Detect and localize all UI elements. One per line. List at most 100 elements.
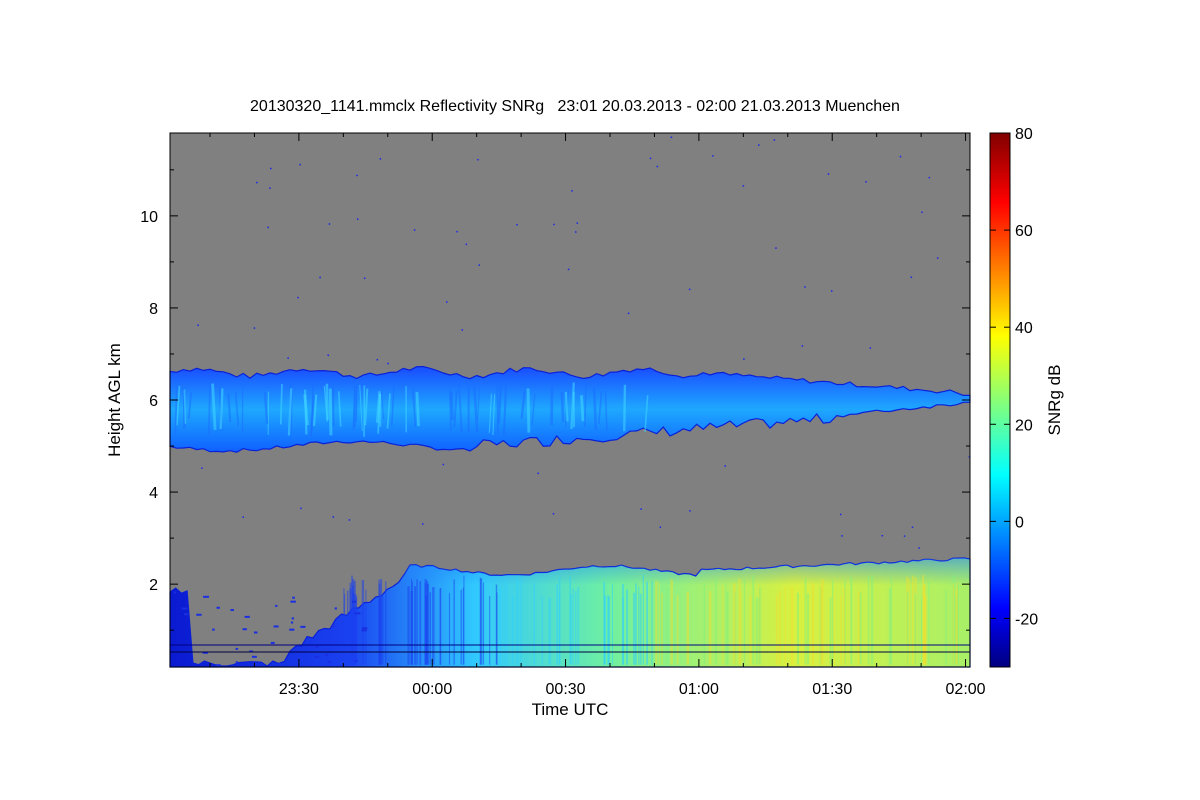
echo-speckle bbox=[361, 627, 368, 630]
noise-dot bbox=[477, 158, 479, 161]
noise-dot bbox=[903, 535, 906, 537]
cloud-streak bbox=[211, 383, 217, 430]
cloud-streak bbox=[208, 383, 211, 435]
noise-dot bbox=[356, 218, 359, 220]
noise-dot bbox=[465, 243, 468, 246]
cloud-streak bbox=[453, 390, 458, 428]
cloud-streak bbox=[380, 390, 385, 420]
echo-speckle bbox=[278, 662, 282, 665]
cloud-streak bbox=[352, 383, 356, 431]
cloud-streak bbox=[175, 385, 181, 426]
cloud-streak bbox=[328, 388, 333, 436]
cloud-streak bbox=[352, 382, 358, 428]
colorbar-tick-label: 20 bbox=[1015, 417, 1033, 434]
noise-dot bbox=[348, 519, 351, 521]
cloud-streak bbox=[492, 394, 496, 436]
noise-dot bbox=[688, 288, 691, 291]
noise-dot bbox=[376, 358, 379, 361]
noise-dot bbox=[553, 223, 555, 226]
echo-speckle bbox=[235, 647, 239, 650]
cloud-streak bbox=[623, 384, 627, 432]
cloud-streak bbox=[386, 393, 391, 429]
noise-dot bbox=[478, 264, 481, 266]
x-axis-label: Time UTC bbox=[532, 700, 609, 719]
noise-dot bbox=[968, 456, 971, 458]
noise-dot bbox=[413, 229, 416, 231]
echo-speckle bbox=[315, 644, 318, 647]
cloud-streak bbox=[449, 391, 455, 421]
y-axis-label: Height AGL km bbox=[105, 343, 124, 457]
noise-dot bbox=[865, 181, 867, 183]
radar-echo-layers bbox=[169, 136, 971, 668]
echo-speckle bbox=[202, 651, 209, 654]
cloud-streak bbox=[502, 383, 508, 436]
noise-dot bbox=[363, 277, 366, 279]
noise-dot bbox=[801, 345, 804, 347]
x-tick-label: 00:00 bbox=[412, 681, 452, 698]
echo-speckle bbox=[235, 661, 238, 664]
noise-dot bbox=[910, 276, 913, 279]
echo-speckle bbox=[334, 607, 337, 610]
cloud-streak bbox=[458, 381, 463, 433]
cloud-streak bbox=[496, 381, 499, 434]
noise-dot bbox=[270, 167, 272, 170]
cloud-streak bbox=[234, 391, 240, 427]
axis-ticks: 23:30 00:00 00:30 01:00 01:30 02:00 2 4 6 8 10 bbox=[140, 133, 986, 698]
chart-title: 20130320_1141.mmclx Reflectivity SNRg 23… bbox=[250, 98, 900, 115]
echo-speckle bbox=[314, 655, 319, 658]
echo-speckle bbox=[203, 595, 209, 598]
noise-dot bbox=[928, 176, 931, 179]
echo-speckle bbox=[290, 621, 294, 624]
noise-dot bbox=[724, 465, 727, 467]
noise-dot bbox=[300, 507, 302, 510]
cloud-streak bbox=[323, 385, 328, 422]
noise-dot bbox=[881, 534, 884, 537]
cloud-streak bbox=[597, 390, 603, 424]
noise-dot bbox=[256, 181, 258, 184]
x-tick-label: 01:30 bbox=[812, 681, 852, 698]
cloud-streak bbox=[592, 387, 598, 430]
x-tick-label: 02:00 bbox=[946, 681, 986, 698]
noise-dot bbox=[297, 296, 299, 299]
noise-dot bbox=[936, 257, 939, 259]
cloud-streak bbox=[287, 388, 293, 436]
x-tick-label: 00:30 bbox=[546, 681, 586, 698]
echo-speckle bbox=[181, 607, 188, 610]
noise-dot bbox=[742, 185, 745, 187]
noise-dot bbox=[918, 547, 920, 549]
echo-speckle bbox=[173, 591, 176, 594]
noise-dot bbox=[869, 347, 872, 349]
y-tick-label: 10 bbox=[140, 209, 158, 226]
cloud-streak bbox=[338, 391, 342, 427]
noise-dot bbox=[356, 174, 358, 177]
cloud-streak bbox=[531, 393, 536, 425]
echo-speckle bbox=[327, 661, 332, 664]
noise-dot bbox=[201, 467, 203, 469]
noise-dot bbox=[319, 276, 321, 279]
echo-speckle bbox=[273, 625, 279, 628]
cloud-streak bbox=[415, 391, 420, 427]
noise-dot bbox=[574, 231, 577, 233]
noise-dot bbox=[649, 157, 652, 160]
echo-speckle bbox=[216, 664, 221, 667]
echo-speckle bbox=[315, 645, 319, 648]
noise-dot bbox=[269, 187, 271, 189]
noise-dot bbox=[571, 190, 573, 192]
noise-dot bbox=[287, 357, 289, 359]
noise-dot bbox=[461, 329, 464, 331]
noise-dot bbox=[830, 290, 833, 292]
cloud-streak bbox=[584, 381, 587, 427]
noise-dot bbox=[656, 165, 659, 168]
cloud-streak bbox=[526, 388, 531, 433]
cloud-streak bbox=[476, 387, 481, 422]
noise-dot bbox=[267, 226, 269, 229]
y-tick-label: 6 bbox=[149, 393, 158, 410]
cloud-streak bbox=[187, 392, 193, 419]
noise-dot bbox=[921, 211, 923, 214]
colorbar-tick-label: 0 bbox=[1015, 514, 1024, 531]
cloud-streak bbox=[263, 392, 269, 424]
echo-speckle bbox=[290, 600, 296, 603]
noise-dot bbox=[197, 324, 199, 327]
echo-speckle bbox=[354, 612, 361, 615]
colorbar-ticks: -20 0 20 40 60 80 bbox=[990, 126, 1038, 628]
